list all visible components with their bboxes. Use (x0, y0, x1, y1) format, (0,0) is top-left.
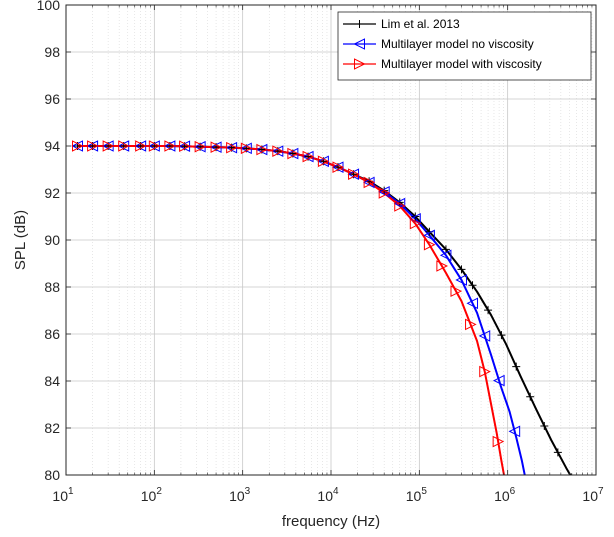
y-tick-label: 88 (44, 279, 60, 295)
marker-plus (497, 331, 506, 340)
legend-label-2: Multilayer model with viscosity (381, 57, 542, 71)
marker-triangle-right (450, 285, 463, 297)
marker-triangle-right (210, 141, 223, 153)
legend-box (337, 11, 592, 81)
x-axis-label: frequency (Hz) (282, 513, 380, 530)
marker-triangle-right (148, 140, 161, 152)
marker-triangle-right (272, 145, 284, 157)
marker-triangle-left (508, 425, 521, 438)
x-tick-label: 105 (406, 486, 428, 504)
y-tick-labels: 80 82 84 86 88 90 92 94 96 98 100 (37, 0, 61, 483)
minor-grid (92, 5, 593, 475)
marker-plus (457, 265, 466, 274)
legend-label-0: Lim et al. 2013 (381, 17, 460, 31)
marker-plus (553, 448, 562, 457)
x-tick-label: 102 (141, 486, 163, 504)
marker-triangle-right (465, 318, 477, 331)
marker-triangle-right (72, 140, 84, 152)
marker-triangle-left (455, 274, 467, 286)
x-tick-label: 107 (582, 486, 604, 504)
marker-triangle-right (135, 140, 147, 152)
legend: Lim et al. 2013 Multilayer model no visco… (337, 11, 592, 81)
marker-triangle-left (439, 249, 452, 262)
marker-plus (540, 421, 549, 430)
marker-triangle-right (332, 161, 345, 173)
x-tick-label: 104 (317, 486, 339, 504)
y-tick-label: 86 (44, 326, 60, 342)
marker-triangle-right (394, 200, 406, 212)
y-tick-label: 92 (44, 185, 60, 201)
marker-triangle-right (287, 147, 299, 160)
marker-triangle-left (393, 197, 406, 210)
marker-plus (526, 392, 535, 401)
marker-plus (484, 306, 493, 315)
y-tick-label: 96 (44, 91, 60, 107)
y-tick-label: 100 (37, 0, 61, 13)
marker-triangle-left (353, 38, 365, 50)
marker-triangle-right (164, 140, 177, 152)
axis-ticks (65, 4, 597, 476)
x-tick-label: 106 (494, 486, 516, 504)
y-tick-label: 80 (44, 467, 60, 483)
marker-triangle-right (317, 155, 330, 168)
x-tick-label: 101 (52, 486, 74, 504)
y-tick-label: 84 (44, 373, 60, 389)
marker-triangle-right (409, 217, 422, 230)
y-tick-label: 94 (44, 138, 60, 154)
y-tick-label: 90 (44, 232, 60, 248)
marker-plus (468, 281, 477, 290)
marker-triangle-right (479, 365, 491, 378)
marker-triangle-right (226, 141, 238, 154)
x-tick-labels: 101 102 103 104 105 106 107 (52, 486, 604, 504)
marker-plus (355, 20, 364, 28)
legend-label-1: Multilayer model no viscosity (381, 37, 534, 51)
marker-triangle-right (240, 142, 253, 155)
marker-triangle-right (179, 140, 191, 153)
marker-triangle-right (302, 150, 315, 163)
marker-triangle-right (87, 140, 99, 152)
marker-triangle-right (354, 58, 366, 70)
marker-triangle-right (256, 143, 268, 156)
marker-triangle-right (492, 435, 505, 448)
marker-triangle-left (478, 330, 491, 342)
y-tick-label: 98 (44, 44, 60, 60)
marker-triangle-left (466, 297, 479, 310)
marker-triangle-right (102, 140, 115, 152)
marker-plus (512, 362, 521, 371)
marker-triangle-right (378, 187, 391, 199)
y-tick-label: 82 (44, 420, 60, 436)
marker-triangle-right (118, 140, 130, 152)
marker-triangle-right (436, 260, 449, 272)
marker-triangle-right (348, 168, 360, 181)
marker-triangle-left (423, 229, 435, 242)
marker-triangle-right (194, 140, 207, 153)
marker-triangle-right (423, 238, 436, 251)
marker-triangle-right (363, 176, 376, 189)
marker-triangle-left (492, 374, 505, 387)
series-markers (71, 140, 573, 475)
y-axis-label: SPL (dB) (12, 210, 29, 270)
marker-plus (441, 245, 450, 254)
x-tick-label: 103 (229, 486, 251, 504)
marker-triangle-left (378, 186, 390, 198)
